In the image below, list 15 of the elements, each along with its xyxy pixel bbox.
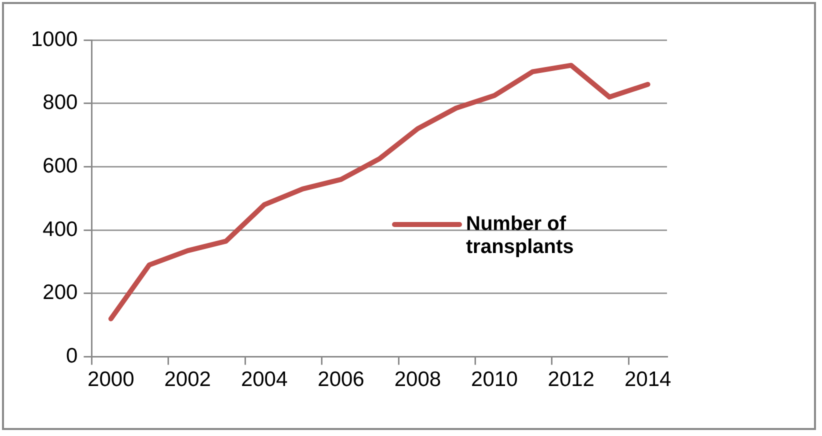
y-tick-label: 0 <box>66 344 78 368</box>
x-tick-label: 2004 <box>240 368 288 392</box>
x-tick-label: 2014 <box>624 368 672 392</box>
y-tick-label: 800 <box>42 91 78 114</box>
x-tick-label: 2002 <box>164 368 211 392</box>
legend-label: Number of transplants <box>466 213 575 260</box>
y-tick-label: 200 <box>42 281 78 304</box>
x-tick-label: 2000 <box>88 368 134 392</box>
y-tick-label: 400 <box>42 218 78 241</box>
x-tick-label: 2010 <box>471 368 518 392</box>
y-tick-label: 1000 <box>31 28 78 51</box>
x-tick-label: 2006 <box>318 368 364 392</box>
x-tick-label: 2008 <box>394 368 442 392</box>
y-tick-label: 600 <box>42 154 78 178</box>
x-tick-label: 2012 <box>548 368 594 392</box>
